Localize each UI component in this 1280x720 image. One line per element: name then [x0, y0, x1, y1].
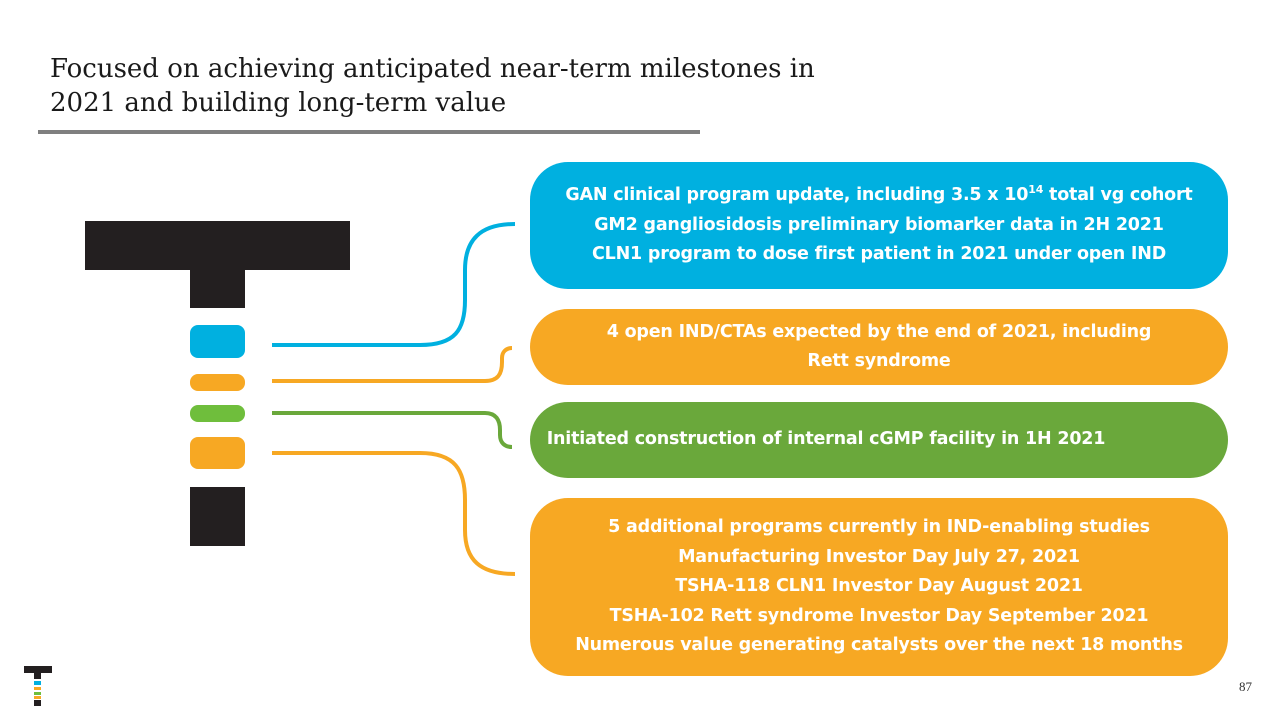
milestone-catalysts-line-2: Manufacturing Investor Day July 27, 2021 — [678, 546, 1080, 567]
milestone-box-catalysts: 5 additional programs currently in IND-e… — [530, 498, 1228, 676]
exponent-superscript: 14 — [1028, 183, 1044, 197]
milestone-box-clinical: GAN clinical program update, including 3… — [530, 162, 1228, 289]
small-logo-stem-bottom — [34, 700, 41, 706]
milestone-clinical-line-1-tail: total vg cohort — [1043, 185, 1193, 206]
connector-orange-top — [272, 346, 513, 383]
logo-orange-segment-small — [190, 374, 245, 391]
milestone-cgmp-line-1: Initiated construction of internal cGMP … — [546, 429, 1106, 450]
milestone-ind-line-1: 4 open IND/CTAs expected by the end of 2… — [606, 321, 1152, 342]
milestone-box-ind-ctas: 4 open IND/CTAs expected by the end of 2… — [530, 309, 1228, 385]
milestone-box-cgmp: Initiated construction of internal cGMP … — [530, 402, 1228, 478]
milestone-clinical-line-3: CLN1 program to dose first patient in 20… — [591, 244, 1167, 265]
logo-t-crossbar — [85, 221, 350, 270]
small-logo-stem — [34, 673, 41, 679]
milestone-catalysts-line-3: TSHA-118 CLN1 Investor Day August 2021 — [675, 576, 1083, 597]
small-logo-orange-2 — [34, 696, 41, 699]
milestone-clinical-line-1: GAN clinical program update, including 3… — [544, 181, 1214, 211]
title-underline — [38, 130, 700, 134]
slide-title-line-2: 2021 and building long-term value — [50, 88, 507, 118]
connector-orange-bottom — [272, 451, 516, 576]
connector-blue — [272, 222, 516, 347]
milestone-ind-line-2: Rett syndrome — [807, 351, 951, 371]
taysha-small-logo — [24, 666, 52, 706]
slide-title-line-1: Focused on achieving anticipated near-te… — [50, 54, 815, 84]
logo-green-segment — [190, 405, 245, 422]
milestone-clinical-line-1-text: GAN clinical program update, including 3… — [565, 185, 1029, 206]
logo-t-stem-top — [190, 270, 245, 308]
connector-green — [272, 411, 513, 449]
milestone-catalysts-line-5: Numerous value generating catalysts over… — [575, 635, 1183, 656]
logo-t-stem-bottom — [190, 487, 245, 546]
small-logo-blue — [34, 681, 41, 685]
page-number: 87 — [1239, 679, 1252, 694]
logo-blue-segment — [190, 325, 245, 358]
small-logo-orange — [34, 687, 41, 690]
small-logo-bar — [24, 666, 52, 673]
milestone-catalysts-line-1: 5 additional programs currently in IND-e… — [608, 517, 1150, 538]
slide-title: Focused on achieving anticipated near-te… — [50, 52, 850, 120]
logo-orange-segment-large — [190, 437, 245, 469]
milestone-clinical-line-2: GM2 gangliosidosis preliminary biomarker… — [594, 214, 1164, 235]
milestone-catalysts-line-4: TSHA-102 Rett syndrome Investor Day Sept… — [609, 605, 1149, 626]
small-logo-green — [34, 692, 41, 695]
